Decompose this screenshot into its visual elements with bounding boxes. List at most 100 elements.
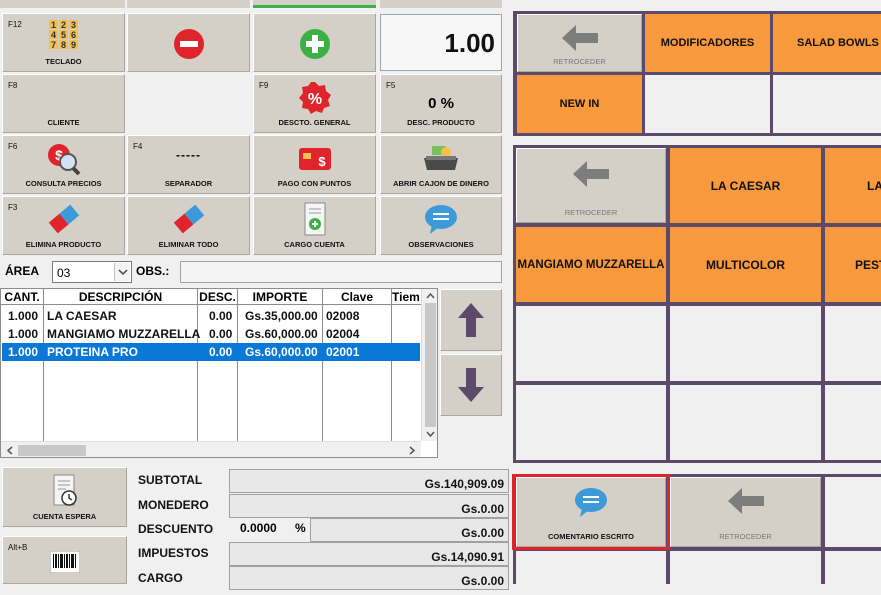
consulta-precios-button[interactable]: F6 $ CONSULTA PRECIOS	[2, 135, 125, 194]
product-pest-partial[interactable]: PEST	[825, 227, 881, 302]
table-row[interactable]: 1.000 LA CAESAR 0.00 Gs.35,000.00 02008	[8, 309, 360, 323]
eliminar-todo-button[interactable]: ELIMINAR TODO	[127, 196, 250, 255]
empty-slot	[670, 385, 821, 460]
cargo-value: Gs.0.00	[229, 566, 509, 590]
barcode-button[interactable]: Alt+B	[2, 536, 127, 584]
product-la-caesar[interactable]: LA CAESAR	[670, 148, 821, 223]
category-modificadores[interactable]: MODIFICADORES	[645, 14, 770, 72]
descuento-label: DESCUENTO	[138, 522, 214, 536]
observaciones-button[interactable]: OBSERVACIONES	[380, 196, 502, 255]
products-panel: RETROCEDER LA CAESAR LA MANGIAMO MUZZARE…	[513, 145, 881, 463]
scroll-down-icon[interactable]	[426, 431, 435, 438]
empty-slot	[645, 75, 770, 133]
arrow-left-icon	[727, 488, 764, 514]
svg-text:%: %	[307, 91, 321, 108]
table-row-selected[interactable]: 1.000 PROTEINA PRO 0.00 Gs.60,000.00 020…	[2, 343, 420, 361]
cash-drawer-icon	[424, 146, 458, 170]
move-down-button[interactable]	[440, 354, 502, 416]
empty-slot	[825, 306, 881, 381]
empty-slot	[516, 551, 666, 584]
svg-text:7: 7	[51, 40, 56, 50]
modifiers-back-button[interactable]: RETROCEDER	[670, 477, 821, 547]
elimina-producto-button[interactable]: F3 ELIMINA PRODUCTO	[2, 196, 125, 255]
minus-icon	[173, 29, 204, 59]
categories-panel: RETROCEDER MODIFICADORES SALAD BOWLS NEW…	[513, 11, 881, 136]
col-header-cant[interactable]: CANT.	[4, 290, 40, 304]
col-header-descripcion[interactable]: DESCRIPCIÓN	[78, 290, 163, 304]
svg-text:5: 5	[61, 30, 66, 40]
obs-input[interactable]	[180, 261, 502, 283]
vertical-scrollbar[interactable]	[421, 289, 437, 441]
plus-icon	[299, 29, 330, 59]
percent-sign: %	[295, 521, 306, 535]
desc-producto-button[interactable]: F5 0 % DESC. PRODUCTO	[380, 74, 502, 133]
separator-glyph: -----	[176, 148, 201, 162]
points-card-icon: $	[298, 148, 331, 170]
product-multicolor[interactable]: MULTICOLOR	[670, 227, 821, 302]
category-new-in[interactable]: NEW IN	[517, 75, 642, 133]
eraser-icon	[173, 204, 204, 234]
abrir-cajon-button[interactable]: ABRIR CAJON DE DINERO	[380, 135, 502, 194]
area-select[interactable]: 03	[52, 261, 132, 283]
horizontal-scrollbar[interactable]	[1, 441, 421, 457]
category-salad-bowls[interactable]: SALAD BOWLS	[773, 14, 881, 72]
arrow-left-icon	[573, 161, 609, 187]
product-mangiamo-muzzarella[interactable]: MANGIAMO MUZZARELLA	[516, 227, 666, 302]
move-up-button[interactable]	[440, 289, 502, 351]
col-header-desc[interactable]: DESC.	[199, 290, 236, 304]
table-row[interactable]: 1.000 MANGIAMO MUZZARELLA 0.00 Gs.60,000…	[8, 327, 360, 341]
svg-text:3: 3	[71, 20, 76, 30]
receipt-plus-icon	[304, 202, 325, 236]
modifiers-panel: COMENTARIO ESCRITO RETROCEDER	[513, 474, 881, 584]
area-label: ÁREA	[5, 264, 40, 278]
scroll-left-icon[interactable]	[6, 446, 13, 455]
scroll-up-icon[interactable]	[426, 292, 435, 299]
top-strip	[380, 0, 502, 8]
col-header-clave[interactable]: Clave	[340, 290, 374, 304]
monedero-value: Gs.0.00	[229, 494, 509, 518]
subtotal-value: Gs.140,909.09	[229, 469, 509, 493]
obs-label: OBS.:	[136, 264, 170, 278]
speech-bubble-icon	[425, 205, 457, 234]
descto-general-button[interactable]: F9 % DESCTO. GENERAL	[253, 74, 376, 133]
chevron-down-icon[interactable]	[114, 263, 130, 281]
empty-slot	[825, 551, 881, 584]
product-la-partial[interactable]: LA	[825, 148, 881, 223]
empty-slot	[670, 551, 821, 584]
cliente-button[interactable]: F8 CLIENTE	[2, 74, 125, 133]
eraser-icon	[48, 204, 79, 234]
minus-button[interactable]	[127, 13, 250, 72]
table-header: CANT. DESCRIPCIÓN DESC. IMPORTE Clave Ti…	[1, 289, 421, 305]
subtotal-label: SUBTOTAL	[138, 473, 203, 487]
pago-con-puntos-button[interactable]: $ PAGO CON PUNTOS	[253, 135, 376, 194]
arrow-down-icon	[458, 368, 484, 402]
col-header-importe[interactable]: IMPORTE	[252, 290, 308, 304]
quantity-display: 1.00	[380, 14, 502, 71]
receipt-clock-icon	[53, 474, 77, 506]
h-scrollbar-thumb[interactable]	[18, 445, 86, 456]
comentario-escrito-button[interactable]: COMENTARIO ESCRITO	[516, 477, 666, 547]
empty-slot	[773, 75, 881, 133]
col-divider	[391, 289, 392, 457]
empty-slot	[516, 385, 666, 460]
empty-slot	[516, 306, 666, 381]
svg-text:$: $	[318, 154, 326, 169]
impuestos-value: Gs.14,090.91	[229, 542, 509, 566]
arrow-left-icon	[561, 25, 598, 51]
scroll-right-icon[interactable]	[409, 446, 416, 455]
svg-text:8: 8	[61, 40, 66, 50]
svg-text:9: 9	[71, 40, 76, 50]
cargo-cuenta-button[interactable]: CARGO CUENTA	[253, 196, 376, 255]
separador-button[interactable]: F4 ----- SEPARADOR	[127, 135, 250, 194]
scrollbar-thumb[interactable]	[425, 303, 436, 427]
discount-badge-icon: %	[298, 82, 331, 114]
col-header-tiempo[interactable]: Tiem	[392, 290, 420, 304]
top-strip-active	[253, 0, 376, 8]
products-back-button[interactable]: RETROCEDER	[516, 148, 666, 223]
plus-button[interactable]	[253, 13, 376, 72]
svg-text:2: 2	[61, 20, 66, 30]
cuenta-espera-button[interactable]: CUENTA ESPERA	[2, 467, 127, 527]
categories-back-button[interactable]: RETROCEDER	[517, 14, 642, 72]
col-divider	[322, 289, 323, 457]
